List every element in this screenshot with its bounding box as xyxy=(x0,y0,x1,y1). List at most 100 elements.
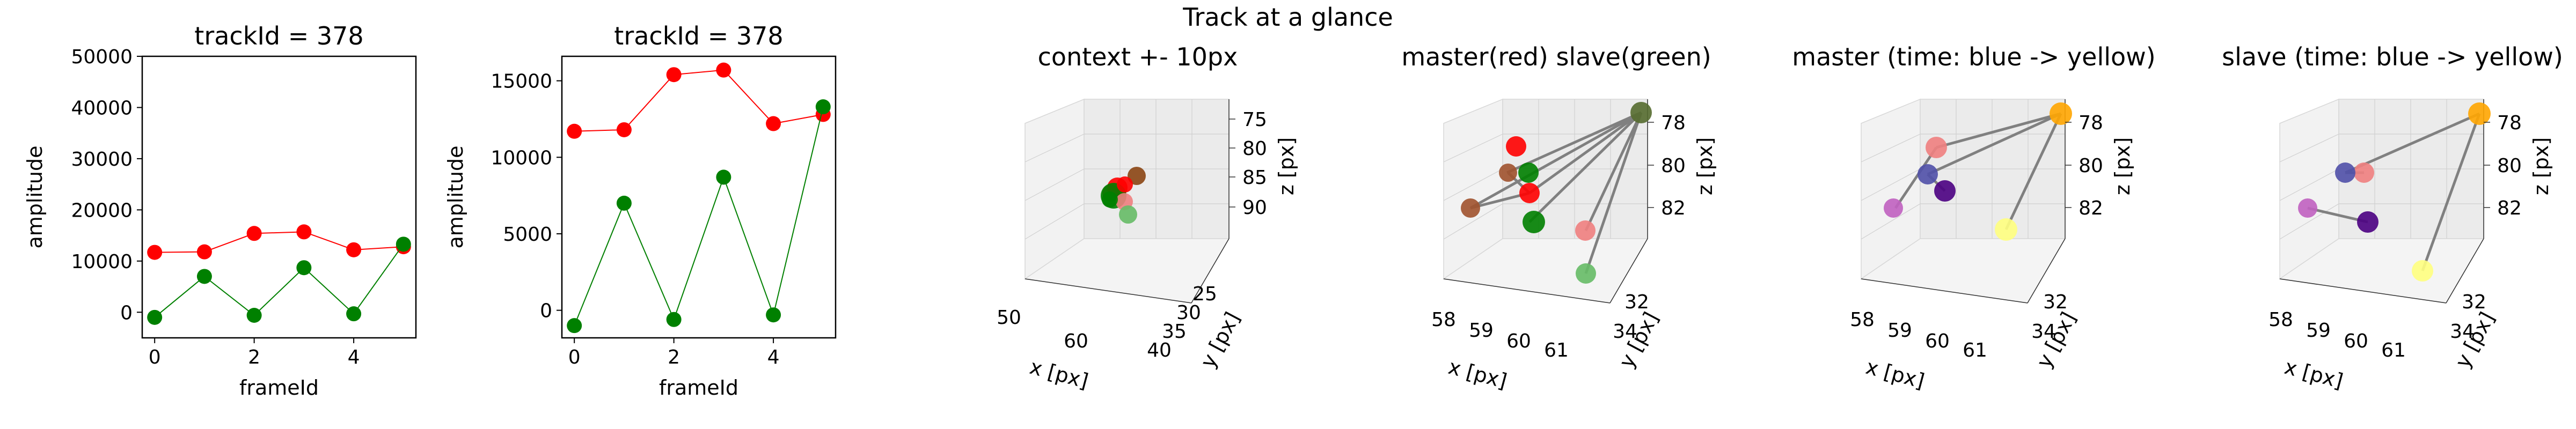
y-axis-label: amplitude xyxy=(444,145,467,248)
z-tick-label: 75 xyxy=(1242,109,1267,131)
x-tick-label: 58 xyxy=(1431,309,1456,331)
y-tick-label: 30 xyxy=(1176,302,1201,324)
z-tick-label: 78 xyxy=(2497,112,2522,134)
data-point xyxy=(1575,220,1596,241)
line-chart-1: trackId = 378 0 2 4 0 10000 20000 30000 40000 500… xyxy=(23,21,417,400)
track-segment xyxy=(1528,112,1642,223)
y-tick-label: 10000 xyxy=(491,147,552,169)
y-tick-label: 15000 xyxy=(491,71,552,93)
track-segment xyxy=(2004,113,2062,231)
data-point xyxy=(567,318,582,334)
grid-line xyxy=(1861,168,1921,201)
x-tick-label: 0 xyxy=(568,346,581,368)
track-segment xyxy=(1894,146,1938,209)
z-tick-label: 82 xyxy=(1661,197,1686,219)
grid-line xyxy=(2279,168,2339,201)
y-tick-label: 0 xyxy=(540,300,552,322)
z-tick-label: 82 xyxy=(2497,197,2522,219)
track-segment xyxy=(1528,111,1642,195)
grid-line xyxy=(1024,168,1085,201)
data-point xyxy=(196,244,212,260)
x-axis-line xyxy=(1024,278,1192,304)
data-point xyxy=(196,269,212,284)
data-point xyxy=(296,224,312,240)
x-axis-line xyxy=(1443,278,1611,304)
data-point xyxy=(1918,164,1938,184)
grid-line xyxy=(1443,203,1503,240)
y-tick-label: 32 xyxy=(1624,291,1649,313)
x-axis-label: x [px] xyxy=(1863,355,1927,393)
data-point xyxy=(1102,191,1118,208)
grid-line xyxy=(1024,203,1085,240)
plot-frame xyxy=(141,55,417,339)
y-tick-label: 25 xyxy=(1192,283,1217,305)
z-axis-label: z [px] xyxy=(2529,137,2553,195)
chart-title: trackId = 378 xyxy=(194,21,363,50)
data-point xyxy=(246,308,262,323)
data-point xyxy=(1499,164,1517,182)
data-point xyxy=(346,242,362,257)
track-segment xyxy=(1936,112,2061,149)
data-point xyxy=(1926,137,1947,158)
x-axis-label: x [px] xyxy=(2282,355,2345,393)
y-axis-label: amplitude xyxy=(23,145,47,248)
grid-line xyxy=(1024,134,1085,162)
scatter3d-chart-2: master(red) slave(green) 78 80 82 32 34 58 59 60… xyxy=(1401,42,1717,393)
data-point xyxy=(2412,260,2433,282)
x-tick-label: 59 xyxy=(2306,320,2331,342)
y-tick-label: 40000 xyxy=(71,97,133,119)
y-axis-label: y [px] xyxy=(1196,308,1245,372)
chart-title: trackId = 378 xyxy=(614,21,783,50)
grid-line xyxy=(1443,168,1503,201)
data-point xyxy=(1519,183,1540,203)
z-tick-label: 78 xyxy=(1661,112,1686,134)
x-tick-label: 60 xyxy=(1506,330,1531,352)
data-point xyxy=(1630,102,1652,123)
data-point xyxy=(246,226,262,241)
figure-suptitle: Track at a glance xyxy=(1182,3,1393,32)
x-tick-label: 59 xyxy=(1887,320,1912,342)
y-tick-label: 34 xyxy=(2031,321,2056,343)
x-tick-label: 2 xyxy=(668,346,680,368)
data-point xyxy=(2357,211,2379,233)
x-tick-label: 60 xyxy=(1064,330,1088,352)
series-line-2 xyxy=(574,106,824,326)
series-line-1 xyxy=(574,69,823,132)
grid-line xyxy=(2279,203,2339,240)
data-point xyxy=(1995,218,2017,241)
z-tick-label: 78 xyxy=(2079,112,2103,134)
data-point xyxy=(396,236,411,252)
data-point xyxy=(1523,211,1545,233)
chart-title: slave (time: blue -> yellow) xyxy=(2222,42,2563,71)
data-point xyxy=(616,195,632,211)
track-segment xyxy=(1584,112,1643,232)
y-axis-line xyxy=(1191,238,1230,304)
track-segment xyxy=(1469,111,1642,210)
y-tick-label: 34 xyxy=(1613,321,1637,343)
x-tick-label: 0 xyxy=(149,346,161,368)
z-tick-label: 80 xyxy=(1242,138,1267,160)
z-tick-label: 80 xyxy=(2079,155,2103,177)
grid-line xyxy=(1861,134,1921,162)
y-tick-label: 30000 xyxy=(71,149,133,171)
track-segment xyxy=(2421,113,2481,271)
z-tick-label: 85 xyxy=(1242,167,1267,189)
line-chart-2: trackId = 378 0 2 4 0 5000 10000 15000 frameId am… xyxy=(444,21,837,400)
data-point xyxy=(2354,162,2374,183)
y-tick-label: 35 xyxy=(1162,321,1187,343)
data-point xyxy=(716,62,731,78)
y-axis-line xyxy=(2027,238,2066,304)
track-segment xyxy=(1927,112,2062,176)
track-segment xyxy=(1584,112,1643,274)
y-tick-label: 10000 xyxy=(71,251,133,273)
plot-frame xyxy=(561,55,837,339)
x-axis-label: x [px] xyxy=(1027,355,1091,393)
x-tick-label: 58 xyxy=(1850,309,1875,331)
z-axis-label: z [px] xyxy=(1275,137,1298,195)
chart-title: master(red) slave(green) xyxy=(1401,42,1711,71)
data-point xyxy=(2335,162,2355,183)
y-tick-label: 0 xyxy=(120,302,133,324)
